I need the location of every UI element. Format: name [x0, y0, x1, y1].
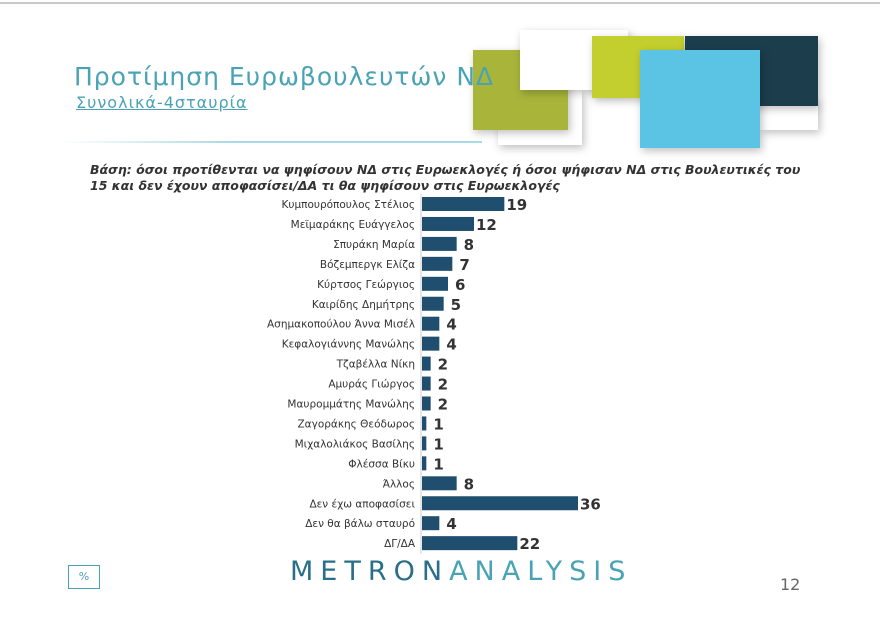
bar — [422, 316, 440, 331]
bar — [422, 356, 431, 371]
bar — [422, 476, 457, 491]
category-label: Δεν έχω αποφασίσει — [309, 498, 415, 510]
data-label: 12 — [476, 216, 497, 234]
data-label: 4 — [446, 515, 456, 533]
bar — [422, 376, 431, 391]
category-label: Μιχαλολιάκος Βασίλης — [295, 438, 415, 450]
page-title: Προτίμηση Ευρωβουλευτών ΝΔ — [74, 62, 495, 91]
bar — [422, 436, 427, 451]
page-number: 12 — [780, 575, 801, 594]
title-divider — [62, 141, 482, 143]
category-label: Αμυράς Γιώργος — [328, 379, 415, 391]
data-label: 4 — [446, 316, 456, 334]
data-label: 1 — [433, 435, 443, 453]
data-label: 2 — [438, 376, 448, 394]
data-label: 4 — [446, 336, 456, 354]
bar — [422, 396, 431, 411]
category-label: Βόζεμπεργκ Ελίζα — [320, 259, 415, 271]
bar — [422, 536, 518, 551]
bar — [422, 456, 427, 471]
data-label: 6 — [455, 276, 465, 294]
top-border — [0, 2, 880, 4]
data-label: 1 — [433, 455, 443, 473]
category-label: Τζαβέλλα Νίκη — [336, 359, 415, 371]
data-label: 19 — [506, 196, 527, 214]
category-label: Άλλος — [383, 478, 415, 490]
unit-box: % — [68, 565, 100, 589]
data-label: 7 — [459, 256, 469, 274]
bar — [422, 516, 440, 531]
bar — [422, 256, 453, 271]
bar — [422, 296, 444, 311]
category-label: Κεφαλογιάννης Μανώλης — [282, 339, 415, 351]
category-label: Σπυράκη Μαρία — [333, 239, 415, 251]
category-label: Κυμπουρόπουλος Στέλιος — [282, 199, 416, 211]
bar — [422, 197, 505, 211]
base-note: Βάση: όσοι προτίθενται να ψηφίσουν ΝΔ στ… — [90, 162, 801, 193]
data-label: 2 — [438, 356, 448, 374]
category-label: ΔΓ/ΔΑ — [384, 538, 416, 550]
category-label: Δεν θα βάλω σταυρό — [305, 518, 415, 530]
metron-analysis-logo: METRONANALYSIS — [290, 556, 632, 587]
data-label: 8 — [464, 236, 474, 254]
category-label: Κύρτσος Γεώργιος — [317, 279, 415, 291]
data-label: 2 — [438, 396, 448, 414]
category-label: Ασημακοπούλου Άννα Μισέλ — [267, 319, 415, 331]
data-label: 22 — [519, 535, 540, 553]
data-label: 1 — [433, 415, 443, 433]
bar — [422, 336, 440, 351]
bar — [422, 216, 474, 231]
logo-part-a: METRON — [290, 556, 450, 587]
logo-part-b: ANALYSIS — [449, 556, 633, 587]
page-subtitle: Συνολικά-4σταυρία — [76, 93, 248, 112]
data-label: 36 — [580, 495, 601, 513]
bar — [422, 236, 457, 251]
category-label: Καιρίδης Δημήτρης — [312, 299, 415, 311]
category-label: Μαυρομμάτης Μανώλης — [287, 399, 415, 411]
category-label: Μεϊμαράκης Ευάγγελος — [291, 219, 415, 231]
category-label: Φλέσσα Βίκυ — [348, 458, 415, 470]
bar — [422, 496, 578, 511]
data-label: 5 — [451, 296, 461, 314]
category-label: Ζαγοράκης Θεόδωρος — [297, 418, 415, 430]
bar — [422, 416, 427, 431]
bar — [422, 276, 448, 291]
data-label: 8 — [464, 475, 474, 493]
